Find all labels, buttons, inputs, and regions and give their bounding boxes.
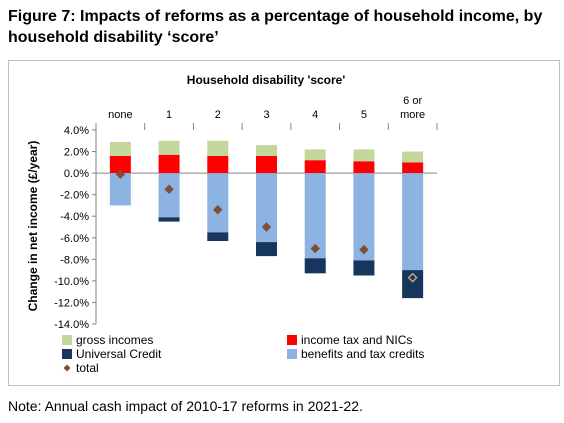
- bar-universal-credit: [158, 217, 180, 222]
- bar-income-tax-and-nics: [207, 155, 229, 174]
- y-tick-label: -4.0%: [60, 211, 89, 223]
- chart-svg: Household disability 'score' Change in n…: [26, 73, 438, 375]
- bar-benefits-and-tax-credits: [304, 173, 326, 259]
- bar-income-tax-and-nics: [158, 154, 180, 174]
- figure-title: Figure 7: Impacts of reforms as a percen…: [8, 8, 543, 46]
- bar-income-tax-and-nics: [353, 161, 375, 174]
- category-label: 5: [361, 109, 367, 121]
- bar-universal-credit: [402, 270, 424, 299]
- bar-benefits-and-tax-credits: [402, 173, 424, 271]
- category-label: 4: [312, 109, 318, 121]
- total-marker: [407, 272, 418, 283]
- bar-gross-incomes: [158, 140, 180, 155]
- bar-benefits-and-tax-credits: [353, 173, 375, 261]
- bar-benefits-and-tax-credits: [158, 173, 180, 218]
- bar-benefits-and-tax-credits: [256, 173, 277, 243]
- y-tick-label: -8.0%: [60, 254, 89, 266]
- figure-note: Note: Annual cash impact of 2010-17 refo…: [8, 398, 363, 414]
- category-label: 3: [263, 109, 269, 121]
- total-marker: [213, 205, 223, 215]
- total-marker: [115, 169, 126, 179]
- bar-benefits-and-tax-credits: [207, 173, 229, 233]
- bar-gross-incomes: [207, 140, 229, 156]
- bar-income-tax-and-nics: [304, 160, 326, 174]
- legend: gross incomes income tax and NICs Universa…: [62, 333, 424, 375]
- legend-label: income tax and NICs: [301, 333, 412, 347]
- legend-swatch: [62, 335, 72, 345]
- bar-gross-incomes: [353, 149, 375, 162]
- y-tick-label: 2.0%: [64, 147, 89, 159]
- bar-gross-incomes: [402, 151, 424, 163]
- chart-frame: [8, 60, 560, 386]
- legend-label: total: [76, 361, 99, 375]
- y-tick-label: 4.0%: [64, 125, 89, 137]
- bar-benefits-and-tax-credits: [109, 173, 131, 206]
- bar-income-tax-and-nics: [256, 155, 277, 174]
- legend-swatch: [287, 349, 297, 359]
- y-tick-label: 0.0%: [64, 168, 89, 180]
- bar-universal-credit: [207, 232, 229, 242]
- bar-income-tax-and-nics: [109, 155, 131, 174]
- legend-swatch: [287, 335, 297, 345]
- y-axis-label: Change in net income (£/year): [26, 141, 40, 312]
- category-label: 2: [215, 109, 221, 121]
- legend-label: gross incomes: [76, 333, 153, 347]
- bar-income-tax-and-nics: [402, 162, 424, 174]
- bar-gross-incomes: [304, 149, 326, 161]
- legend-label: benefits and tax credits: [301, 347, 424, 361]
- category-label: more: [400, 109, 425, 121]
- y-tick-label: -2.0%: [60, 190, 89, 202]
- legend-label: Universal Credit: [76, 347, 162, 361]
- category-label: 6 or: [403, 95, 422, 107]
- plot-area: 4.0% 2.0% 0.0% -2.0% -4.0% -6.0% -8.0% -10.0% -1…: [54, 95, 438, 331]
- bar-universal-credit: [256, 242, 277, 257]
- y-tick-label: -12.0%: [54, 297, 89, 309]
- total-marker: [310, 243, 320, 254]
- total-marker: [359, 244, 369, 255]
- y-tick-label: -10.0%: [54, 276, 89, 288]
- y-tick-label: -14.0%: [54, 319, 89, 331]
- category-label: 1: [166, 109, 172, 121]
- legend-swatch: [62, 349, 72, 359]
- bar-universal-credit: [304, 258, 326, 274]
- bar-universal-credit: [353, 260, 375, 276]
- total-marker: [164, 184, 174, 194]
- chart-title: Household disability 'score': [187, 73, 346, 87]
- y-tick-label: -6.0%: [60, 233, 89, 245]
- total-marker: [261, 222, 272, 232]
- legend-swatch-total: [63, 364, 71, 372]
- bar-gross-incomes: [256, 145, 277, 156]
- bar-gross-incomes: [109, 141, 131, 156]
- category-label: none: [108, 109, 132, 121]
